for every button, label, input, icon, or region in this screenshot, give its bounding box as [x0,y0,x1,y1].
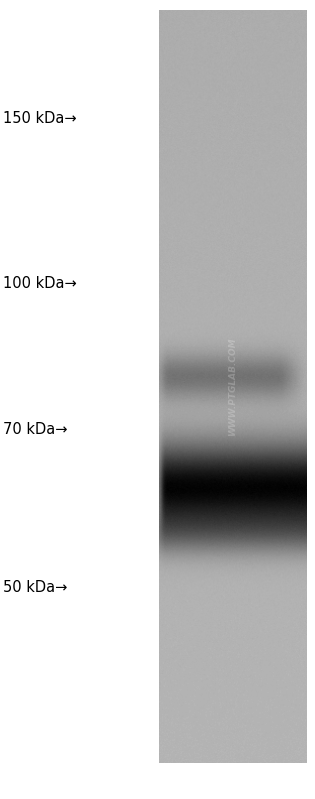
Text: 50 kDa→: 50 kDa→ [3,580,67,594]
Text: 100 kDa→: 100 kDa→ [3,276,77,291]
Text: WWW.PTGLAB.COM: WWW.PTGLAB.COM [228,337,237,435]
Text: 150 kDa→: 150 kDa→ [3,111,77,125]
Text: 70 kDa→: 70 kDa→ [3,423,68,437]
